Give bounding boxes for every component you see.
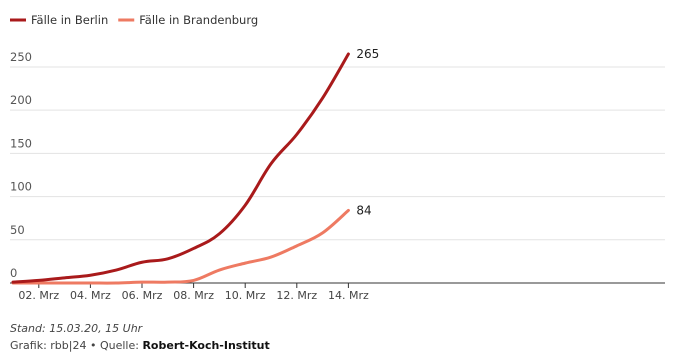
chart-series bbox=[11, 52, 350, 285]
series-end-labels: 84 265 bbox=[356, 47, 379, 217]
footer-credit-prefix: Grafik: rbb|24 • Quelle: bbox=[10, 339, 139, 352]
y-tick-label-1: 50 bbox=[10, 223, 25, 237]
series-end-label-0: 265 bbox=[356, 47, 379, 61]
footer-source-link[interactable]: Robert-Koch-Institut bbox=[142, 339, 270, 352]
chart-grid bbox=[10, 66, 665, 241]
x-tick-label-5: 12. Mrz bbox=[276, 289, 317, 302]
x-axis: 02. Mrz 04. Mrz 06. Mrz 08. Mrz 10. Mrz 12. M… bbox=[10, 282, 665, 302]
x-tick-label-3: 08. Mrz bbox=[173, 289, 214, 302]
y-axis-ticks: 0 50 100 150 200 250 bbox=[10, 50, 32, 280]
x-tick-label-4: 10. Mrz bbox=[225, 289, 266, 302]
x-tick-label-6: 14. Mrz bbox=[328, 289, 369, 302]
chart-legend: Fälle in Berlin Fälle in Brandenburg bbox=[10, 13, 258, 27]
y-tick-label-2: 100 bbox=[10, 180, 32, 194]
series-line-1 bbox=[11, 208, 350, 285]
series-end-label-1: 84 bbox=[356, 203, 371, 217]
x-tick-label-1: 04. Mrz bbox=[70, 289, 111, 302]
y-tick-label-0: 0 bbox=[10, 266, 17, 280]
x-tick-label-2: 06. Mrz bbox=[122, 289, 163, 302]
y-tick-label-4: 200 bbox=[10, 93, 32, 107]
y-tick-label-5: 250 bbox=[10, 50, 32, 64]
footer-stand-note: Stand: 15.03.20, 15 Uhr bbox=[10, 322, 143, 335]
footer-credit-line: Grafik: rbb|24 • Quelle: Robert-Koch-Ins… bbox=[10, 339, 270, 352]
series-line-0 bbox=[11, 52, 350, 284]
x-tick-label-0: 02. Mrz bbox=[18, 289, 59, 302]
legend-label-0: Fälle in Berlin bbox=[31, 13, 108, 27]
legend-label-1: Fälle in Brandenburg bbox=[139, 13, 258, 27]
y-tick-label-3: 150 bbox=[10, 136, 32, 150]
